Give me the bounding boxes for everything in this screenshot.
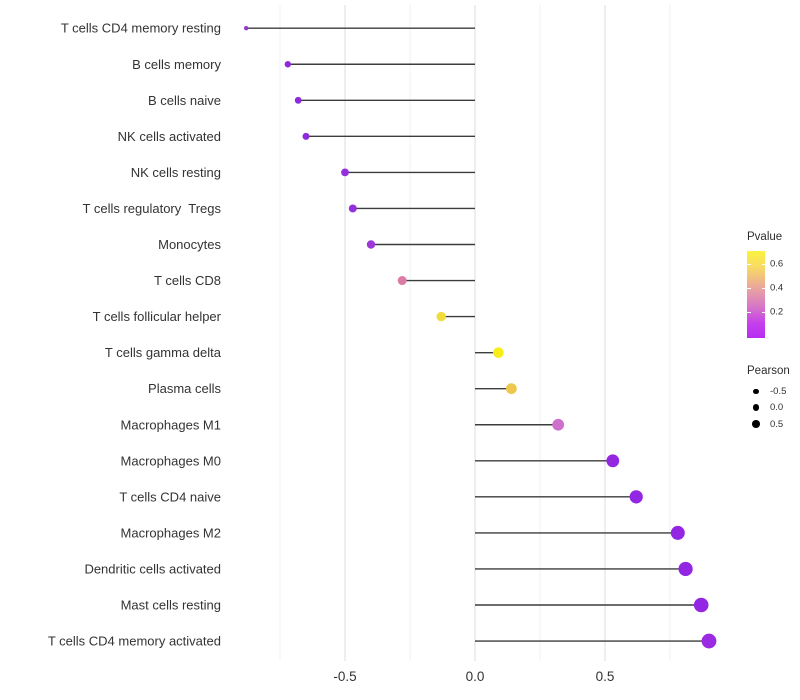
pearson-legend-entry: -0.5 xyxy=(747,383,800,400)
y-axis-label: Plasma cells xyxy=(148,381,221,396)
x-axis-tick-label: 0.5 xyxy=(596,669,615,684)
data-point xyxy=(397,276,407,286)
data-point xyxy=(629,490,643,504)
data-point xyxy=(302,132,310,140)
data-point xyxy=(366,240,376,249)
pearson-dot-cell xyxy=(747,404,765,412)
data-point xyxy=(670,525,685,540)
y-axis-label: T cells CD4 memory activated xyxy=(48,634,221,649)
y-axis-label: Dendritic cells activated xyxy=(84,561,221,576)
data-point xyxy=(284,61,291,68)
pearson-size-dot xyxy=(752,404,760,412)
pvalue-gradient xyxy=(747,251,765,338)
y-axis-label: T cells CD4 memory resting xyxy=(61,21,221,36)
data-point xyxy=(294,96,302,104)
data-point xyxy=(493,347,504,358)
legend-panel: Pvalue 0.6 0.4 0.2 Pearson -0.5 0.0 0.5 xyxy=(747,231,800,433)
colorbar-tick xyxy=(761,312,765,313)
y-axis-label: B cells memory xyxy=(132,57,221,72)
pearson-dot-cell xyxy=(747,388,765,394)
data-point xyxy=(341,168,349,177)
y-axis-label: NK cells resting xyxy=(131,165,221,180)
data-point xyxy=(552,418,565,431)
legend-pvalue-title: Pvalue xyxy=(747,231,783,243)
x-axis-tick-label: -0.5 xyxy=(333,669,356,684)
pvalue-colorbar: 0.6 0.4 0.2 xyxy=(747,251,783,338)
pearson-dot-cell xyxy=(747,420,765,429)
x-axis-tick-label: 0.0 xyxy=(466,669,485,684)
y-axis-label: T cells CD8 xyxy=(154,273,221,288)
pearson-size-legend: -0.5 0.0 0.5 xyxy=(747,383,800,433)
y-axis-label: NK cells activated xyxy=(118,129,221,144)
data-point xyxy=(244,26,249,31)
pearson-size-dot xyxy=(752,420,760,429)
data-point xyxy=(506,383,517,395)
pvalue-tick-label: 0.4 xyxy=(770,282,784,294)
colorbar-tick xyxy=(747,264,751,265)
colorbar-tick xyxy=(761,264,765,265)
colorbar-tick xyxy=(747,312,751,313)
y-axis-label: T cells follicular helper xyxy=(93,309,222,324)
pvalue-tick-label: 0.2 xyxy=(770,306,784,318)
y-axis-label: Macrophages M2 xyxy=(121,525,221,540)
pearson-size-label: 0.5 xyxy=(770,418,784,430)
data-point xyxy=(348,204,357,213)
data-point xyxy=(701,633,717,649)
colorbar-tick xyxy=(761,288,765,289)
y-axis-label: B cells naive xyxy=(148,93,221,108)
y-axis-label: T cells gamma delta xyxy=(105,345,222,360)
pvalue-tick-label: 0.6 xyxy=(770,258,784,270)
y-axis-label: Macrophages M0 xyxy=(121,453,221,468)
data-point xyxy=(693,597,709,613)
data-point xyxy=(436,311,446,322)
y-axis-label: Mast cells resting xyxy=(121,598,221,613)
pearson-size-label: 0.0 xyxy=(770,402,784,414)
colorbar-tick xyxy=(747,288,751,289)
y-axis-label: Monocytes xyxy=(158,237,221,252)
y-axis-label: T cells regulatory Tregs xyxy=(83,201,222,216)
data-point xyxy=(678,561,693,577)
y-axis-label: Macrophages M1 xyxy=(121,417,221,432)
pearson-legend-entry: 0.0 xyxy=(747,400,800,417)
pearson-size-label: -0.5 xyxy=(770,385,787,397)
data-point xyxy=(606,454,620,468)
pearson-size-dot xyxy=(753,388,759,394)
pearson-legend-entry: 0.5 xyxy=(747,416,800,433)
y-axis-label: T cells CD4 naive xyxy=(119,489,221,504)
legend-pearson-title: Pearson xyxy=(747,365,790,377)
